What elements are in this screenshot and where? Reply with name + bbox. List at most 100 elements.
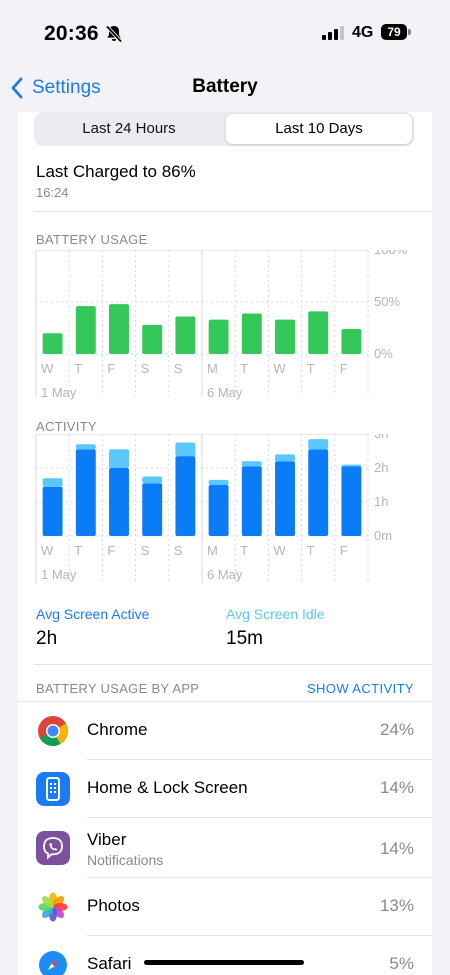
home-lock-screen-icon — [36, 772, 70, 806]
activity-bar — [308, 449, 329, 536]
bell-slash-icon — [105, 25, 123, 43]
safari-icon — [36, 948, 70, 975]
page-title: Battery — [192, 76, 258, 97]
back-label: Settings — [32, 77, 101, 98]
x-tick-label: T — [307, 361, 315, 376]
x-tick-label: T — [307, 543, 315, 558]
activity-bar-secondary — [208, 479, 229, 485]
x-tick-label: F — [107, 543, 115, 558]
activity-bar — [42, 486, 63, 536]
app-name: Chrome — [87, 720, 148, 739]
nav-bar: Settings Battery — [0, 66, 450, 110]
usage-bar — [175, 316, 196, 354]
activity-bar-secondary — [109, 449, 129, 468]
avg-screen-active-label: Avg Screen Active — [36, 606, 150, 622]
app-percentage: 14% — [379, 839, 414, 858]
show-activity-button[interactable]: SHOW ACTIVITY — [306, 681, 414, 696]
x-tick-label: F — [107, 361, 115, 376]
app-row-home-lock-screen[interactable]: Home & Lock Screen 14% — [18, 760, 432, 818]
activity-bar — [208, 485, 229, 536]
activity-label: ACTIVITY — [36, 419, 97, 434]
app-percentage: 13% — [379, 896, 414, 915]
x-tick-label: T — [240, 361, 248, 376]
x-tick-label: S — [174, 543, 183, 558]
last-charged-time: 16:24 — [36, 185, 69, 200]
x-tick-label: W — [41, 543, 54, 558]
divider — [87, 759, 432, 760]
x-tick-label: T — [74, 543, 82, 558]
date-label: 1 May — [41, 567, 77, 582]
divider — [34, 664, 432, 665]
y-tick-label: 100% — [374, 250, 408, 257]
activity-bar-secondary — [175, 442, 196, 457]
usage-bar — [308, 311, 329, 354]
battery-usage-label: BATTERY USAGE — [36, 232, 148, 247]
x-tick-label: M — [207, 361, 218, 376]
activity-bar — [241, 466, 262, 536]
usage-bar — [275, 319, 295, 354]
app-row-chrome[interactable]: Chrome 24% — [18, 702, 432, 760]
activity-bar — [341, 466, 362, 536]
app-percentage: 5% — [389, 954, 414, 973]
photos-icon — [36, 890, 70, 924]
usage-bar — [341, 329, 362, 354]
activity-bar-secondary — [275, 454, 295, 462]
activity-bar-secondary — [241, 461, 262, 467]
activity-bar — [142, 483, 163, 536]
activity-bar — [109, 468, 129, 536]
activity-bar-secondary — [308, 439, 329, 450]
divider — [87, 817, 432, 818]
usage-bar — [142, 324, 163, 354]
x-tick-label: T — [74, 361, 82, 376]
last-charged-title: Last Charged to 86% — [36, 162, 196, 181]
activity-bar — [275, 461, 295, 536]
x-tick-label: W — [273, 543, 286, 558]
x-tick-label: W — [273, 361, 286, 376]
battery-usage-chart[interactable]: 100% 50% 0% W T F S S M T W T F 1 May 6 May — [18, 250, 432, 400]
date-label: 6 May — [207, 385, 243, 400]
app-row-viber[interactable]: Viber Notifications 14% — [18, 818, 432, 878]
usage-bar — [208, 319, 229, 354]
divider — [87, 877, 432, 878]
app-name: Viber — [87, 830, 127, 849]
app-name: Safari — [87, 954, 132, 973]
app-percentage: 14% — [379, 778, 414, 797]
segment-last-24-hours[interactable]: Last 24 Hours — [82, 120, 176, 137]
date-label: 1 May — [41, 385, 77, 400]
network-type: 4G — [352, 24, 374, 41]
divider — [18, 701, 432, 702]
activity-bar-secondary — [341, 464, 362, 467]
signal-icon — [322, 26, 344, 40]
y-tick-label: 2h — [374, 460, 388, 475]
avg-screen-idle-value: 15m — [226, 628, 263, 649]
x-tick-label: T — [240, 543, 248, 558]
battery-level: 79 — [387, 25, 401, 39]
divider — [87, 935, 432, 936]
battery-usage-svg: 100% 50% 0% W T F S S M T W T F 1 May 6 May — [35, 250, 408, 400]
app-row-safari[interactable]: Safari 5% — [18, 936, 432, 975]
app-percentage: 24% — [379, 720, 414, 739]
segment-last-10-days[interactable]: Last 10 Days — [226, 114, 412, 144]
x-tick-label: F — [340, 543, 348, 558]
activity-svg: 3h 2h 1h 0m W T F S S M T W T F 1 May 6 May — [35, 434, 392, 584]
back-button[interactable]: Settings — [10, 74, 101, 102]
battery-usage-by-app-label: BATTERY USAGE BY APP — [36, 681, 200, 696]
battery-tip — [408, 29, 411, 35]
avg-screen-idle-label: Avg Screen Idle — [226, 606, 325, 622]
activity-bar — [175, 456, 196, 536]
status-time: 20:36 — [44, 22, 99, 45]
usage-bar — [241, 313, 262, 354]
date-label: 6 May — [207, 567, 243, 582]
activity-chart[interactable]: 3h 2h 1h 0m W T F S S M T W T F 1 May 6 May — [18, 434, 432, 594]
home-indicator[interactable] — [144, 960, 304, 965]
app-name: Home & Lock Screen — [87, 778, 248, 797]
x-tick-label: M — [207, 543, 218, 558]
usage-bar — [75, 306, 96, 354]
chrome-icon — [38, 716, 69, 747]
app-row-photos[interactable]: Photos 13% — [18, 878, 432, 936]
status-bar: 20:36 4G 79 — [0, 0, 450, 66]
y-tick-label: 50% — [374, 294, 400, 309]
activity-bar-secondary — [142, 476, 163, 484]
x-tick-label: W — [41, 361, 54, 376]
chevron-left-icon — [11, 77, 23, 99]
